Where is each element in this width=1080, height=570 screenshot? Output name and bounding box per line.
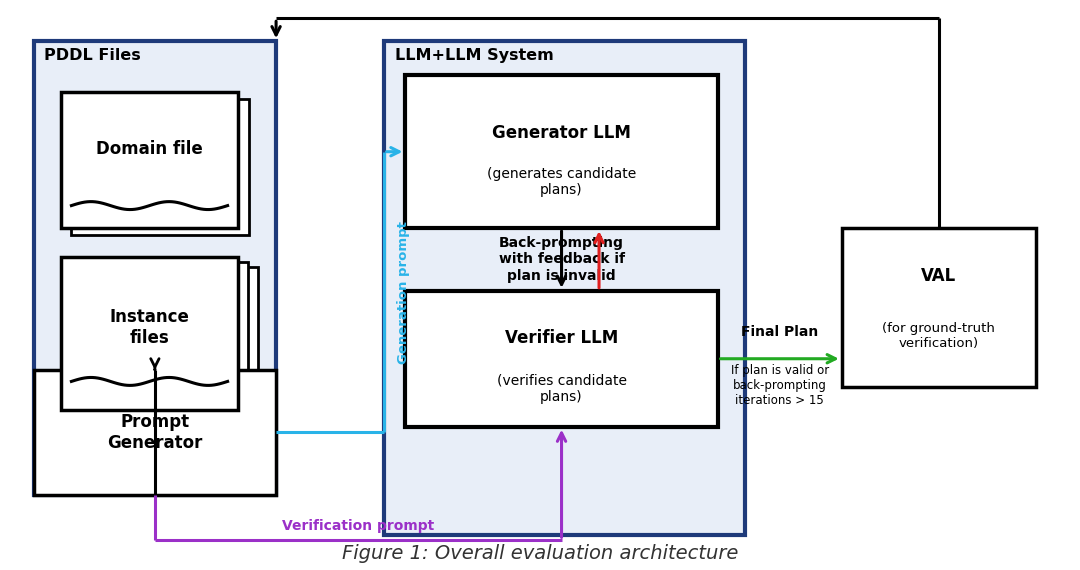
Text: PDDL Files: PDDL Files <box>44 48 141 63</box>
FancyBboxPatch shape <box>70 262 248 415</box>
Text: (for ground-truth
verification): (for ground-truth verification) <box>882 322 995 351</box>
FancyBboxPatch shape <box>33 41 276 495</box>
Text: If plan is valid or
back-prompting
iterations > 15: If plan is valid or back-prompting itera… <box>730 364 828 408</box>
FancyBboxPatch shape <box>71 99 249 235</box>
Text: LLM+LLM System: LLM+LLM System <box>394 48 553 63</box>
Text: Generation prompt: Generation prompt <box>396 221 409 364</box>
Text: Back-prompting
with feedback if
plan is invalid: Back-prompting with feedback if plan is … <box>499 237 624 283</box>
Text: Final Plan: Final Plan <box>741 325 819 339</box>
Text: Figure 1: Overall evaluation architecture: Figure 1: Overall evaluation architectur… <box>341 544 739 563</box>
FancyBboxPatch shape <box>405 75 718 228</box>
FancyBboxPatch shape <box>60 92 239 228</box>
Text: Verifier LLM: Verifier LLM <box>505 329 618 347</box>
Text: VAL: VAL <box>921 267 956 285</box>
FancyBboxPatch shape <box>33 370 276 495</box>
Text: Verification prompt: Verification prompt <box>282 519 434 534</box>
Text: Generator LLM: Generator LLM <box>492 124 631 142</box>
Text: (verifies candidate
plans): (verifies candidate plans) <box>497 373 626 404</box>
Text: (generates candidate
plans): (generates candidate plans) <box>487 167 636 197</box>
Text: Instance
files: Instance files <box>109 308 189 347</box>
FancyBboxPatch shape <box>405 291 718 427</box>
FancyBboxPatch shape <box>60 256 239 410</box>
FancyBboxPatch shape <box>383 41 745 535</box>
FancyBboxPatch shape <box>841 228 1036 387</box>
Text: Prompt
Generator: Prompt Generator <box>107 413 203 452</box>
FancyBboxPatch shape <box>80 267 258 420</box>
Text: Domain file: Domain file <box>96 140 203 158</box>
